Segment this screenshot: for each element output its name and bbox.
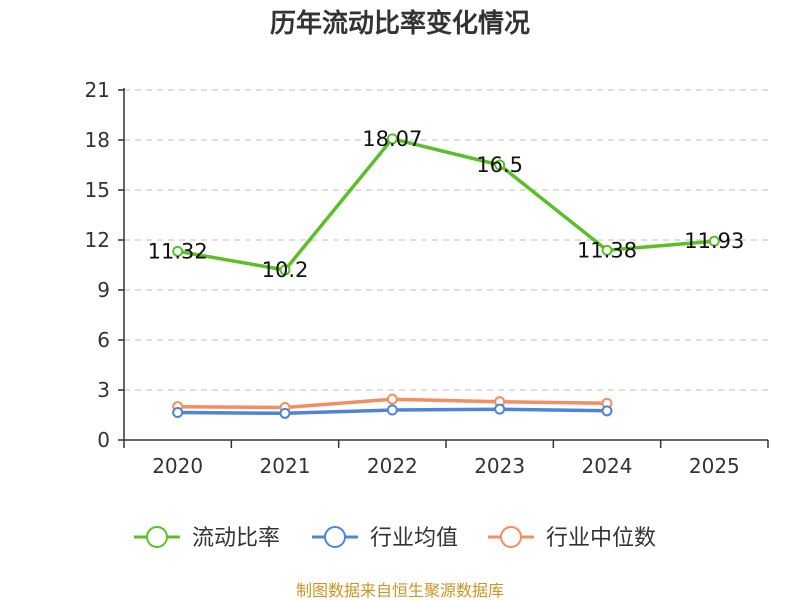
x-tick-label: 2021 [260,454,311,478]
data-label: 11.38 [577,238,637,262]
data-point [279,407,291,419]
y-tick-label: 18 [85,128,110,152]
legend-marker [500,526,522,548]
data-point [172,245,184,257]
legend-label: 行业均值 [370,526,458,551]
data-point [279,264,291,276]
y-tick-label: 3 [97,378,110,402]
source-note: 制图数据来自恒生聚源数据库 [296,581,504,600]
legend-marker [324,526,346,548]
data-label: 10.2 [262,258,309,282]
grid-lines [124,89,768,391]
y-tick-label: 6 [97,328,110,352]
data-label: 16.5 [476,153,523,177]
data-point [172,407,184,418]
y-tick-label: 0 [97,428,110,452]
legend-label: 流动比率 [192,526,280,551]
data-point [601,244,613,256]
data-label: 11.93 [684,229,744,253]
data-label: 11.32 [148,239,208,263]
data-point [386,133,398,145]
data-point [386,404,398,416]
chart-title: 历年流动比率变化情况 [270,8,530,39]
x-tick-label: 2023 [474,454,525,478]
series-line [177,137,715,272]
data-point [386,393,398,405]
x-tick-label: 2022 [367,454,418,478]
data-label: 18.07 [362,127,422,151]
legend: 流动比率 行业均值 行业中位数 [134,526,656,551]
y-tick-label: 9 [97,278,110,302]
x-tick-label: 2025 [689,454,740,478]
x-tick-label: 2024 [582,454,633,478]
series-group [172,133,720,419]
y-tick-label: 15 [85,178,110,202]
data-point [708,235,720,247]
x-tick-label: 2020 [152,454,203,478]
y-tick-label: 12 [85,228,110,252]
axes: 0 3 6 9 12 15 18 21 2020 2021 2022 2023 2024 2025 [85,78,769,478]
data-labels: 11.32 10.2 18.07 16.5 11.38 11.93 [148,127,745,282]
data-point [601,405,613,417]
legend-marker [146,526,168,548]
legend-label: 行业中位数 [546,526,656,551]
data-point [494,403,506,415]
y-tick-label: 21 [85,78,110,102]
data-point [494,159,506,171]
